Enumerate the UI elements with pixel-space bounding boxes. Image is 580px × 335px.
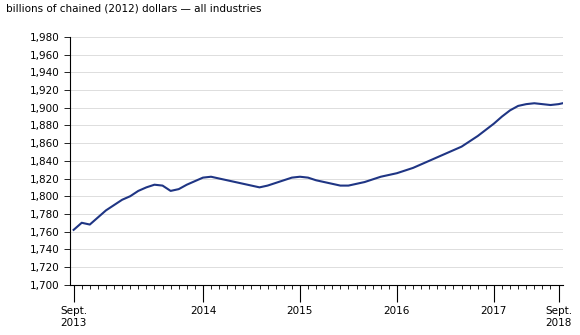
Text: billions of chained (2012) dollars — all industries: billions of chained (2012) dollars — all…: [6, 3, 262, 13]
